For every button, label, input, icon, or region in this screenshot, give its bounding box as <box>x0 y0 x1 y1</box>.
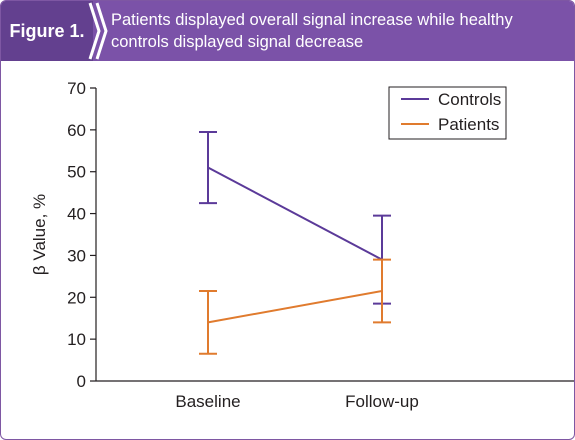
series-controls <box>199 130 391 305</box>
y-tick-label: 30 <box>67 246 86 265</box>
figure-header: Figure 1. Patients displayed overall sig… <box>1 1 574 61</box>
y-tick-label: 70 <box>67 79 86 98</box>
series-patients <box>199 258 391 355</box>
series-line <box>207 166 383 261</box>
legend-label: Patients <box>438 115 499 134</box>
x-tick-label: Follow-up <box>345 392 419 411</box>
y-axis-title: β Value, % <box>30 194 49 275</box>
y-tick-label: 50 <box>67 163 86 182</box>
legend-box <box>388 86 507 140</box>
y-tick-label: 60 <box>67 121 86 140</box>
line-chart: 0 10 20 30 40 50 60 70 Baseline Follow-up β Value,… <box>30 79 574 411</box>
figure-title-line-2: controls displayed signal decrease <box>111 33 364 51</box>
figure-title: Patients displayed overall signal increa… <box>111 9 566 53</box>
chevron-right-icon <box>88 2 108 60</box>
legend-label: Controls <box>438 90 501 109</box>
figure-title-line-1: Patients displayed overall signal increa… <box>111 11 513 29</box>
y-tick-label: 20 <box>67 288 86 307</box>
chart-axes: 0 10 20 30 40 50 60 70 Baseline Follow-up β Value,… <box>30 79 574 411</box>
chart-series <box>199 130 391 355</box>
figure-label: Figure 1. <box>1 1 93 61</box>
x-tick-label: Baseline <box>175 392 240 411</box>
y-tick-label: 10 <box>67 330 86 349</box>
series-line <box>207 290 383 324</box>
chart-legend: Controls Patients <box>388 86 507 140</box>
y-tick-label: 40 <box>67 205 86 224</box>
y-tick-label: 0 <box>77 372 86 391</box>
